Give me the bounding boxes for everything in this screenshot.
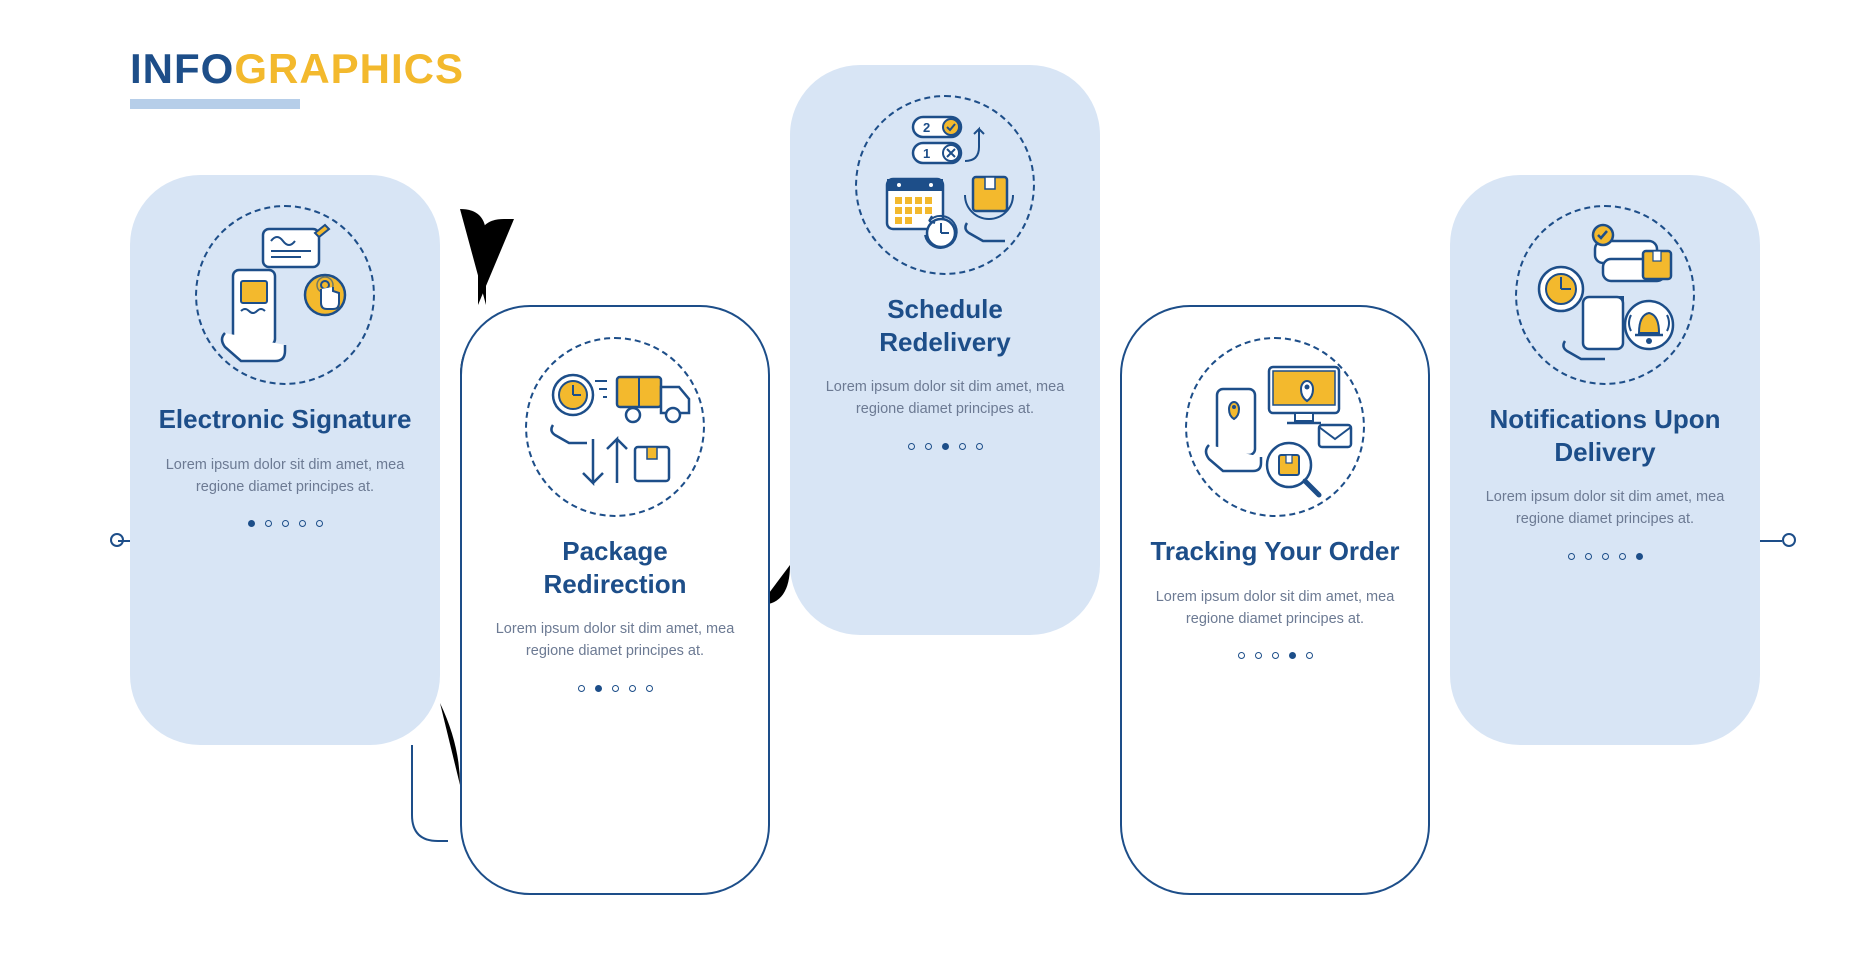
card-title: Tracking Your Order xyxy=(1150,535,1399,568)
card-title: Notifications Upon Delivery xyxy=(1478,403,1732,468)
card-package-redirection: Package Redirection Lorem ipsum dolor si… xyxy=(460,305,770,895)
package-redirection-icon xyxy=(535,347,695,507)
card-body: Lorem ipsum dolor sit dim amet, mea regi… xyxy=(158,454,412,499)
dot xyxy=(265,520,272,527)
dot xyxy=(942,443,949,450)
dot xyxy=(1289,652,1296,659)
card-title: Electronic Signature xyxy=(159,403,412,436)
card-schedule-redelivery: 2 1 xyxy=(790,65,1100,635)
icon-wrap xyxy=(1185,337,1365,517)
pager-dots xyxy=(908,443,983,450)
connector-node-left xyxy=(110,533,124,547)
dot xyxy=(1619,553,1626,560)
dot xyxy=(1306,652,1313,659)
connector-node-right xyxy=(1782,533,1796,547)
dot xyxy=(595,685,602,692)
dot xyxy=(629,685,636,692)
pager-dots xyxy=(248,520,323,527)
dot xyxy=(908,443,915,450)
dot xyxy=(578,685,585,692)
card-body: Lorem ipsum dolor sit dim amet, mea regi… xyxy=(1150,586,1400,631)
dot xyxy=(959,443,966,450)
dot xyxy=(282,520,289,527)
dot xyxy=(316,520,323,527)
schedule-redelivery-icon: 2 1 xyxy=(865,105,1025,265)
card-title: Package Redirection xyxy=(490,535,740,600)
dot xyxy=(248,520,255,527)
tracking-order-icon xyxy=(1195,347,1355,507)
card-notifications-upon-delivery: Notifications Upon Delivery Lorem ipsum … xyxy=(1450,175,1760,745)
notifications-delivery-icon xyxy=(1525,215,1685,375)
cards-container: Electronic Signature Lorem ipsum dolor s… xyxy=(100,45,1780,945)
icon-wrap: 2 1 xyxy=(855,95,1035,275)
svg-text:2: 2 xyxy=(923,120,930,135)
card-title: Schedule Redelivery xyxy=(818,293,1072,358)
dot xyxy=(1238,652,1245,659)
card-electronic-signature: Electronic Signature Lorem ipsum dolor s… xyxy=(130,175,440,745)
card-body: Lorem ipsum dolor sit dim amet, mea regi… xyxy=(818,376,1072,421)
dot xyxy=(1272,652,1279,659)
dot xyxy=(299,520,306,527)
dot xyxy=(976,443,983,450)
electronic-signature-icon xyxy=(205,215,365,375)
card-tracking-your-order: Tracking Your Order Lorem ipsum dolor si… xyxy=(1120,305,1430,895)
icon-wrap xyxy=(195,205,375,385)
icon-wrap xyxy=(1515,205,1695,385)
dot xyxy=(646,685,653,692)
dot xyxy=(1602,553,1609,560)
card-body: Lorem ipsum dolor sit dim amet, mea regi… xyxy=(490,618,740,663)
dot xyxy=(1568,553,1575,560)
pager-dots xyxy=(1568,553,1643,560)
pager-dots xyxy=(578,685,653,692)
dot xyxy=(1585,553,1592,560)
dot xyxy=(612,685,619,692)
icon-wrap xyxy=(525,337,705,517)
pager-dots xyxy=(1238,652,1313,659)
dot xyxy=(1255,652,1262,659)
card-body: Lorem ipsum dolor sit dim amet, mea regi… xyxy=(1478,486,1732,531)
dot xyxy=(1636,553,1643,560)
dot xyxy=(925,443,932,450)
svg-text:1: 1 xyxy=(923,146,930,161)
